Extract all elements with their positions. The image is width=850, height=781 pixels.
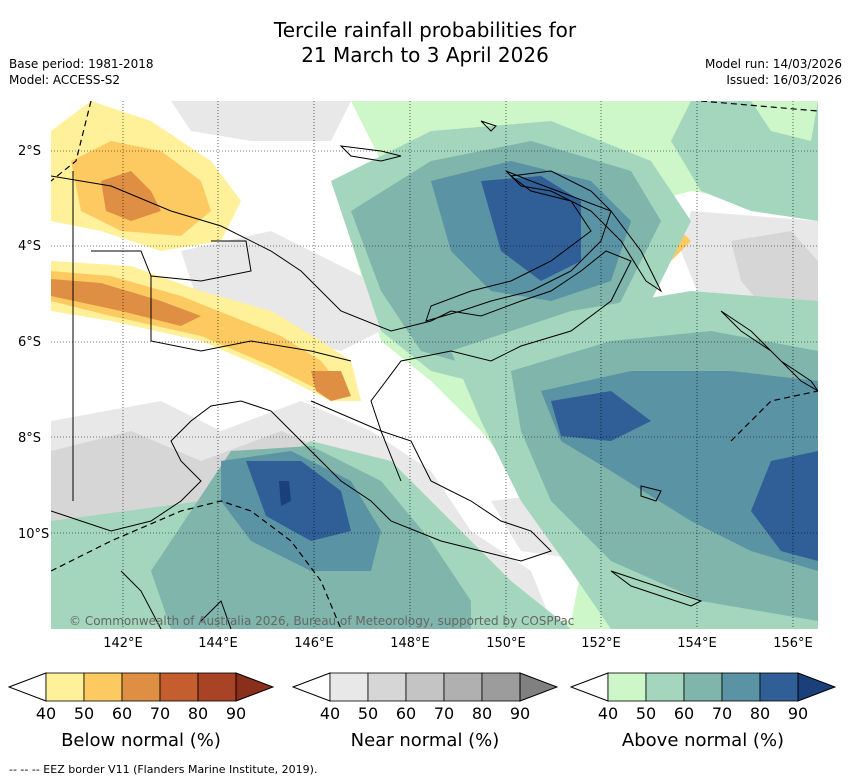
- lat-label: 4°S: [18, 239, 42, 254]
- islands-north: [339, 120, 497, 162]
- meta-right: Model run: 14/03/2026 Issued: 16/03/2026: [705, 56, 842, 88]
- lon-label: 156°E: [773, 636, 813, 651]
- region-near-5: [731, 231, 818, 321]
- region-below-8: [311, 371, 351, 401]
- colorbar: [292, 672, 558, 702]
- colorbar-tick-label: 50: [357, 704, 379, 723]
- lat-label: 10°S: [18, 527, 50, 542]
- region-above-14: [279, 481, 291, 506]
- meta-left: Base period: 1981-2018 Model: ACCESS-S2: [9, 56, 154, 88]
- title-line-2: 21 March to 3 April 2026: [301, 43, 549, 67]
- colorbar-tick-label: 40: [319, 704, 341, 723]
- copyright-text: © Commonwealth of Australia 2026, Bureau…: [69, 614, 574, 628]
- colorbar-extend-low: [570, 672, 609, 702]
- colorbar-swatch: [759, 672, 799, 702]
- lat-label: 2°S: [18, 144, 42, 159]
- border-lines: [72, 171, 402, 501]
- colorbar-tick-label: 90: [787, 704, 809, 723]
- lon-label: 142°E: [103, 636, 143, 651]
- colorbar-tick-label: 40: [35, 704, 57, 723]
- chart-title: Tercile rainfall probabilities for 21 Ma…: [0, 18, 850, 68]
- colorbar-swatch: [121, 672, 161, 702]
- model-name: Model: ACCESS-S2: [9, 73, 121, 87]
- model-run: Model run: 14/03/2026: [704, 57, 842, 71]
- title-line-1: Tercile rainfall probabilities for: [273, 18, 577, 42]
- region-below-3: [101, 171, 161, 221]
- colorbar-tick-label: 70: [711, 704, 733, 723]
- footer-note: -- -- -- EEZ border V11 (Flanders Marine…: [9, 763, 318, 776]
- colorbar-swatch: [721, 672, 761, 702]
- region-above-16: [751, 101, 818, 141]
- lat-label: 8°S: [18, 431, 42, 446]
- new-britain-coast: [425, 170, 612, 322]
- colorbar-title: Below normal (%): [61, 730, 221, 751]
- colorbar-title: Above normal (%): [621, 730, 785, 751]
- colorbar-tick-label: 60: [673, 704, 695, 723]
- rainfall-map: © Commonwealth of Australia 2026, Bureau…: [51, 101, 818, 629]
- colorbar-tick-label: 90: [225, 704, 247, 723]
- lon-label: 152°E: [581, 636, 621, 651]
- islands-east: [610, 485, 703, 607]
- colorbar-extend-high: [519, 672, 558, 702]
- region-below-6: [51, 279, 201, 326]
- colorbar-swatch: [329, 672, 369, 702]
- base-period: Base period: 1981-2018: [9, 57, 154, 71]
- eez-borders: [51, 101, 818, 629]
- province-borders: [91, 240, 402, 482]
- graticule: [51, 101, 818, 629]
- colorbar-tick-label: 60: [111, 704, 133, 723]
- colorbar-swatch: [443, 672, 483, 702]
- colorbar-tick-label: 50: [635, 704, 657, 723]
- issued-date: Issued: 16/03/2026: [726, 73, 842, 87]
- colorbar-swatch: [683, 672, 723, 702]
- colorbar-tick-label: 80: [749, 704, 771, 723]
- colorbar-swatch: [481, 672, 521, 702]
- new-ireland-coast: [505, 170, 663, 293]
- colorbar: [8, 672, 274, 702]
- region-above-13: [246, 461, 351, 541]
- colorbar-swatch: [83, 672, 123, 702]
- colorbar-swatch: [197, 672, 237, 702]
- bougainville-coast: [720, 310, 818, 392]
- colorbar-tick-label: 40: [597, 704, 619, 723]
- colorbar: [570, 672, 836, 702]
- png-mainland-coast: [51, 175, 632, 562]
- region-above-8: [751, 451, 818, 561]
- lon-label: 148°E: [390, 636, 430, 651]
- colorbar-swatch: [645, 672, 685, 702]
- lon-label: 144°E: [198, 636, 238, 651]
- colorbar-tick-label: 80: [187, 704, 209, 723]
- colorbar-swatch: [367, 672, 407, 702]
- colorbar-swatch: [607, 672, 647, 702]
- colorbar-tick-label: 80: [471, 704, 493, 723]
- colorbar-extend-low: [8, 672, 47, 702]
- colorbar-extend-high: [797, 672, 836, 702]
- colorbar-tick-label: 70: [149, 704, 171, 723]
- colorbar-tick-label: 60: [395, 704, 417, 723]
- colorbar-extend-low: [292, 672, 331, 702]
- colorbar-swatch: [159, 672, 199, 702]
- colorbar-tick-label: 90: [509, 704, 531, 723]
- colorbar-tick-label: 70: [433, 704, 455, 723]
- colorbar-swatch: [45, 672, 85, 702]
- lon-label: 146°E: [294, 636, 334, 651]
- lon-label: 154°E: [677, 636, 717, 651]
- region-near-6: [171, 101, 351, 141]
- lon-label: 150°E: [486, 636, 526, 651]
- colorbar-swatch: [405, 672, 445, 702]
- lat-label: 6°S: [18, 335, 42, 350]
- australia-coast: [120, 570, 232, 629]
- colorbar-extend-high: [235, 672, 274, 702]
- coastlines: [51, 120, 818, 629]
- colorbar-tick-label: 50: [73, 704, 95, 723]
- colorbar-title: Near normal (%): [350, 730, 500, 751]
